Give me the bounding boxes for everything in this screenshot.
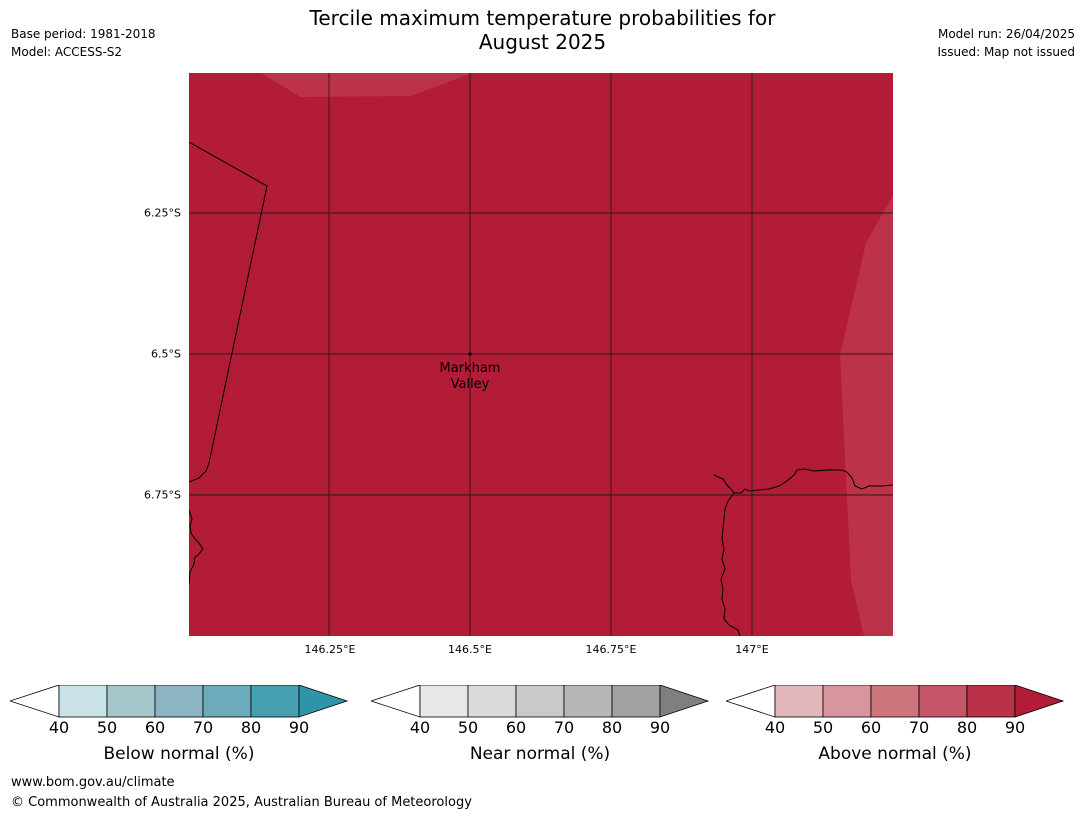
colorbar-extend-low <box>371 685 421 718</box>
lon-label: 146.5°E <box>448 643 492 656</box>
colorbar-tick: 90 <box>649 718 671 737</box>
lat-label: 6.25°S <box>144 206 181 220</box>
meta-left: Base period: 1981-2018 Model: ACCESS-S2 <box>11 25 156 61</box>
colorbar-tick: 50 <box>96 718 118 737</box>
colorbar-tick: 80 <box>956 718 978 737</box>
lon-label: 146.75°E <box>585 643 637 656</box>
lat-label: 6.75°S <box>144 488 181 502</box>
place-label-line1: Markham <box>440 361 501 376</box>
colorbar-segment <box>611 685 661 718</box>
colorbar-above-normal <box>726 685 1065 718</box>
base-period-text: Base period: 1981-2018 <box>11 27 156 41</box>
graticule <box>189 73 893 636</box>
boundaries <box>189 141 893 636</box>
colorbar-segment <box>202 685 252 718</box>
colorbar-tick: 50 <box>457 718 479 737</box>
colorbar-segment <box>515 685 565 718</box>
colorbar-segment <box>563 685 613 718</box>
place-label-line2: Valley <box>451 377 490 392</box>
colorbar-tick: 60 <box>505 718 527 737</box>
colorbar-tick: 70 <box>908 718 930 737</box>
west-coastline <box>189 509 204 585</box>
colorbar-tick: 80 <box>601 718 623 737</box>
river-coastline-south <box>720 492 741 636</box>
province-boundary <box>189 141 268 483</box>
colorbar-segment <box>467 685 517 718</box>
colorbar-segment <box>918 685 968 718</box>
colorbar-segment <box>154 685 204 718</box>
map-title-line1: Tercile maximum temperature probabilitie… <box>309 6 776 30</box>
colorbar-segment <box>966 685 1016 718</box>
above-normal-fill <box>189 73 893 636</box>
colorbar-segment <box>419 685 469 718</box>
colorbar-below-normal <box>10 685 349 718</box>
issued-text: Issued: Map not issued <box>937 45 1075 59</box>
lighter-region-top <box>261 73 472 97</box>
meta-right: Model run: 26/04/2025 Issued: Map not is… <box>937 25 1075 61</box>
lon-label: 146.25°E <box>304 643 356 656</box>
map-title-line2: August 2025 <box>478 30 607 54</box>
map-canvas[interactable]: Markham Valley <box>189 73 893 636</box>
colorbar-extend-high <box>298 685 349 718</box>
colorbar-tick: 40 <box>409 718 431 737</box>
colorbar-tick: 40 <box>48 718 70 737</box>
colorbar-title-above-normal: Above normal (%) <box>818 744 972 764</box>
colorbar-segment <box>250 685 300 718</box>
colorbar-tick: 60 <box>860 718 882 737</box>
footer-url: www.bom.gov.au/climate <box>11 775 175 790</box>
colorbar-segment <box>106 685 156 718</box>
colorbar-tick: 50 <box>812 718 834 737</box>
colorbar-extend-high <box>1014 685 1065 718</box>
colorbar-tick: 70 <box>192 718 214 737</box>
model-text: Model: ACCESS-S2 <box>11 45 123 59</box>
colorbar-title-below-normal: Below normal (%) <box>103 744 255 764</box>
colorbar-segment <box>870 685 920 718</box>
colorbar-title-near-normal: Near normal (%) <box>469 744 611 764</box>
colorbar-segment <box>774 685 824 718</box>
colorbar-tick: 90 <box>1004 718 1026 737</box>
colorbar-extend-low <box>726 685 776 718</box>
colorbar-tick: 90 <box>288 718 310 737</box>
colorbar-tick: 60 <box>144 718 166 737</box>
map-title: Tercile maximum temperature probabilitie… <box>0 6 1085 54</box>
footer-copyright: © Commonwealth of Australia 2025, Austra… <box>11 795 472 810</box>
colorbar-extend-high <box>659 685 710 718</box>
colorbar-tick: 80 <box>240 718 262 737</box>
colorbar-near-normal <box>371 685 710 718</box>
markham-valley-point <box>468 352 472 356</box>
colorbar-extend-low <box>10 685 60 718</box>
colorbar-segment <box>822 685 872 718</box>
lighter-region-east <box>840 195 893 636</box>
colorbar-tick: 40 <box>764 718 786 737</box>
colorbar-segment <box>58 685 108 718</box>
lat-label: 6.5°S <box>151 347 181 361</box>
colorbar-tick: 70 <box>553 718 575 737</box>
model-run-text: Model run: 26/04/2025 <box>937 27 1075 41</box>
lon-label: 147°E <box>735 643 769 656</box>
